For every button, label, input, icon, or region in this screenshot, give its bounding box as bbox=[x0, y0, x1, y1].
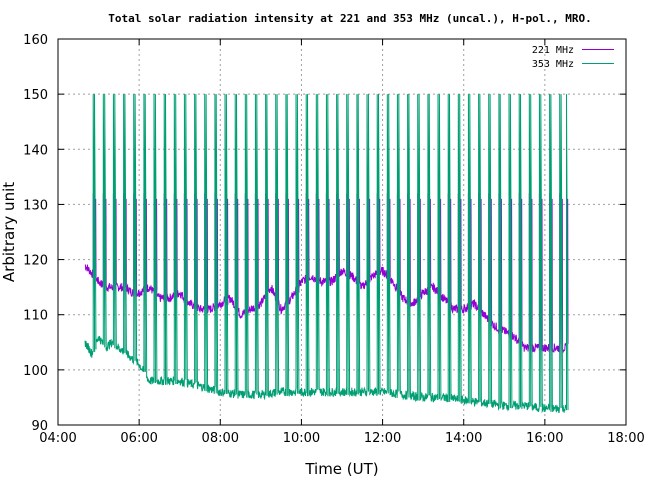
y-tick-label: 120 bbox=[23, 254, 48, 269]
legend-label-221: 221 MHz bbox=[532, 45, 574, 56]
x-tick-label: 12:00 bbox=[364, 431, 401, 446]
legend: 221 MHz 353 MHz bbox=[532, 45, 614, 70]
y-tick-label: 110 bbox=[23, 309, 48, 324]
x-tick-label: 04:00 bbox=[39, 431, 76, 446]
x-tick-label: 16:00 bbox=[526, 431, 563, 446]
chart-title: Total solar radiation intensity at 221 a… bbox=[108, 12, 591, 25]
legend-label-353: 353 MHz bbox=[532, 59, 574, 70]
y-tick-label: 100 bbox=[23, 364, 48, 379]
y-tick-label: 160 bbox=[23, 33, 48, 48]
x-tick-label: 06:00 bbox=[120, 431, 157, 446]
x-tick-label: 08:00 bbox=[202, 431, 239, 446]
x-tick-label: 18:00 bbox=[607, 431, 644, 446]
x-tick-label: 10:00 bbox=[283, 431, 320, 446]
axes: 04:00 06:00 08:00 10:00 12:00 14:00 16:00 18:00… bbox=[23, 33, 645, 446]
x-tick-label: 14:00 bbox=[445, 431, 482, 446]
y-tick-label: 150 bbox=[23, 88, 48, 103]
y-tick-label: 140 bbox=[23, 143, 48, 158]
y-axis-label: Arbitrary unit bbox=[0, 182, 18, 282]
plot-area bbox=[84, 94, 569, 414]
x-axis-label: Time (UT) bbox=[304, 460, 378, 478]
series-353-line bbox=[84, 94, 569, 414]
y-tick-label: 130 bbox=[23, 198, 48, 213]
grid bbox=[58, 39, 626, 425]
plot-border bbox=[57, 38, 627, 426]
y-tick-label: 90 bbox=[31, 419, 48, 434]
